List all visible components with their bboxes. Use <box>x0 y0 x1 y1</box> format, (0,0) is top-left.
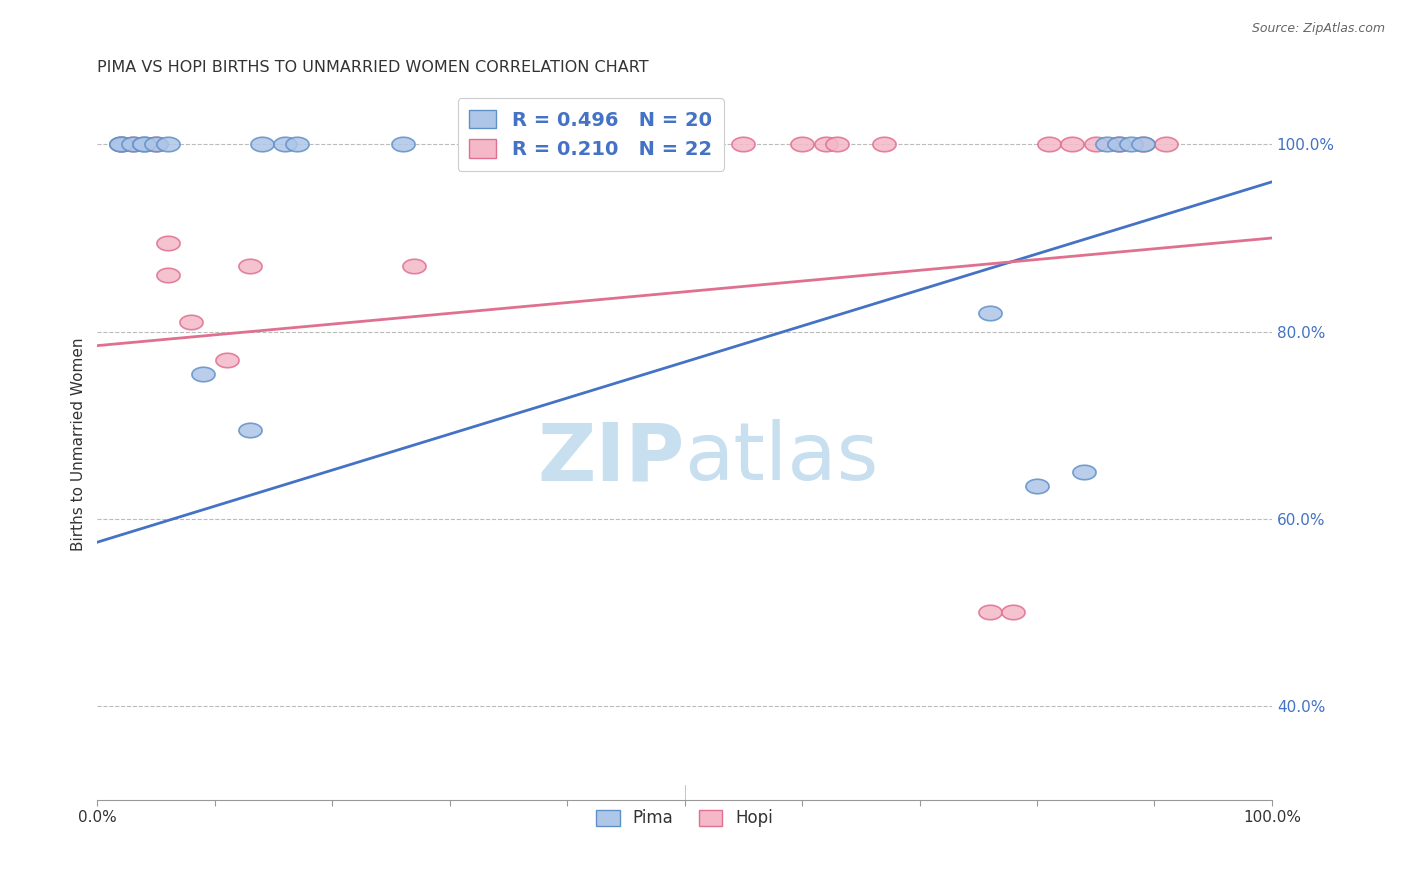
Point <box>1132 137 1154 152</box>
Point <box>239 259 262 273</box>
Point <box>110 137 132 152</box>
Point <box>733 137 755 152</box>
Y-axis label: Births to Unmarried Women: Births to Unmarried Women <box>72 337 86 550</box>
Point <box>145 137 167 152</box>
Text: atlas: atlas <box>685 419 879 497</box>
Point <box>391 137 413 152</box>
Point <box>134 137 156 152</box>
Point <box>285 137 308 152</box>
Point <box>790 137 813 152</box>
Point <box>156 268 179 283</box>
Point <box>156 137 179 152</box>
Legend: Pima, Hopi: Pima, Hopi <box>589 803 780 834</box>
Point <box>1038 137 1060 152</box>
Text: ZIP: ZIP <box>537 419 685 497</box>
Point <box>1002 605 1025 619</box>
Point <box>979 306 1001 320</box>
Point <box>1132 137 1154 152</box>
Point <box>121 137 143 152</box>
Point <box>1084 137 1107 152</box>
Point <box>239 423 262 437</box>
Point <box>250 137 273 152</box>
Point <box>1108 137 1130 152</box>
Point <box>191 367 214 381</box>
Point <box>1154 137 1177 152</box>
Point <box>873 137 896 152</box>
Point <box>814 137 837 152</box>
Point <box>110 137 132 152</box>
Point <box>1062 137 1084 152</box>
Text: PIMA VS HOPI BIRTHS TO UNMARRIED WOMEN CORRELATION CHART: PIMA VS HOPI BIRTHS TO UNMARRIED WOMEN C… <box>97 60 650 75</box>
Point <box>1026 479 1049 493</box>
Point <box>827 137 849 152</box>
Point <box>134 137 156 152</box>
Point <box>121 137 143 152</box>
Point <box>1097 137 1119 152</box>
Point <box>145 137 167 152</box>
Point <box>110 137 132 152</box>
Point <box>1119 137 1142 152</box>
Point <box>274 137 297 152</box>
Point <box>215 352 238 367</box>
Point <box>1108 137 1130 152</box>
Point <box>156 235 179 250</box>
Point <box>1073 465 1095 479</box>
Point <box>979 605 1001 619</box>
Point <box>404 259 426 273</box>
Point <box>180 315 202 329</box>
Text: Source: ZipAtlas.com: Source: ZipAtlas.com <box>1251 22 1385 36</box>
